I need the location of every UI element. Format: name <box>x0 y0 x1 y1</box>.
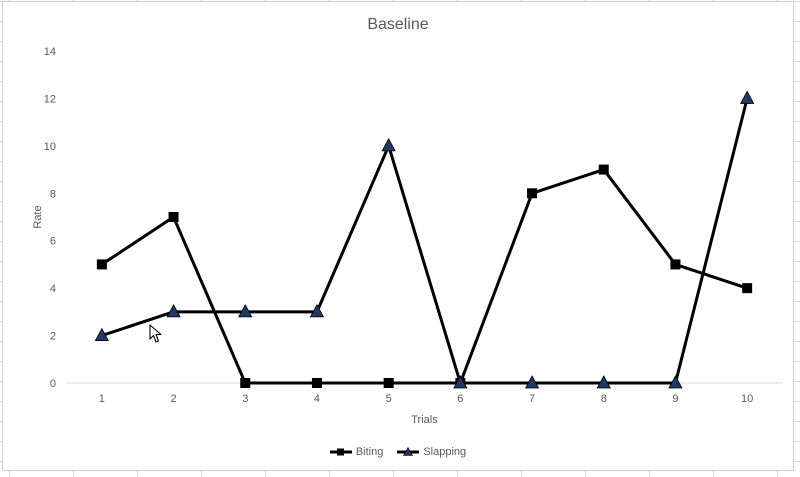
data-point-biting <box>383 378 394 388</box>
data-point-biting <box>598 164 609 175</box>
data-point-biting <box>311 378 322 388</box>
mouse-pointer-icon <box>149 324 162 343</box>
y-tick-label: 2 <box>50 331 56 343</box>
data-point-slapping <box>381 138 396 152</box>
series-layer <box>94 90 755 389</box>
y-tick-label: 6 <box>50 236 56 248</box>
data-point-slapping <box>94 327 110 341</box>
data-point-slapping <box>668 375 683 389</box>
square-marker-icon <box>329 448 352 456</box>
x-axis-title: Trials <box>411 414 438 426</box>
data-point-slapping <box>453 375 468 389</box>
data-point-slapping <box>309 304 325 318</box>
x-tick-label: 4 <box>314 393 320 405</box>
x-tick-label: 2 <box>170 393 176 405</box>
data-point-biting <box>742 283 753 294</box>
series-line-biting <box>101 168 748 385</box>
data-point-slapping <box>596 375 611 389</box>
data-point-slapping <box>739 90 755 104</box>
y-tick-label: 0 <box>50 378 56 390</box>
data-point-biting <box>96 259 107 270</box>
x-tick-label: 1 <box>99 393 105 405</box>
x-tick-label: 9 <box>672 393 678 405</box>
data-point-biting <box>240 378 251 388</box>
data-point-biting <box>168 212 179 222</box>
x-tick-label: 7 <box>529 393 535 405</box>
legend-label-biting: Biting <box>355 446 384 458</box>
x-tick-label: 10 <box>741 393 753 405</box>
data-point-biting <box>670 259 681 270</box>
legend-label-slapping: Slapping <box>423 446 467 458</box>
y-axis-title: Rate <box>32 205 44 228</box>
x-tick-label: 6 <box>457 393 463 405</box>
y-tick-label: 10 <box>44 141 56 153</box>
x-tick-label: 8 <box>601 393 607 405</box>
data-point-slapping <box>166 304 181 318</box>
x-tick-label: 5 <box>386 393 392 405</box>
legend-entry-slapping: Slapping <box>397 446 466 458</box>
series-line-slapping <box>101 98 749 385</box>
legend-entry-biting: Biting <box>329 446 384 458</box>
data-point-slapping <box>238 304 253 318</box>
chart-area[interactable]: Baseline 0 2 4 6 8 10 12 14 1 2 3 4 5 6 7 8 9 10 Trials R… <box>2 1 794 471</box>
data-point-slapping <box>524 375 540 389</box>
triangle-marker-icon <box>397 447 420 456</box>
y-tick-label: 4 <box>50 283 56 295</box>
x-tick-label: 3 <box>242 393 248 405</box>
legend: Biting Slapping <box>3 446 793 458</box>
y-tick-label: 14 <box>44 46 56 58</box>
y-tick-label: 8 <box>50 188 56 200</box>
chart-title: Baseline <box>367 16 429 33</box>
y-tick-label: 12 <box>44 93 56 105</box>
data-point-biting <box>527 188 538 199</box>
